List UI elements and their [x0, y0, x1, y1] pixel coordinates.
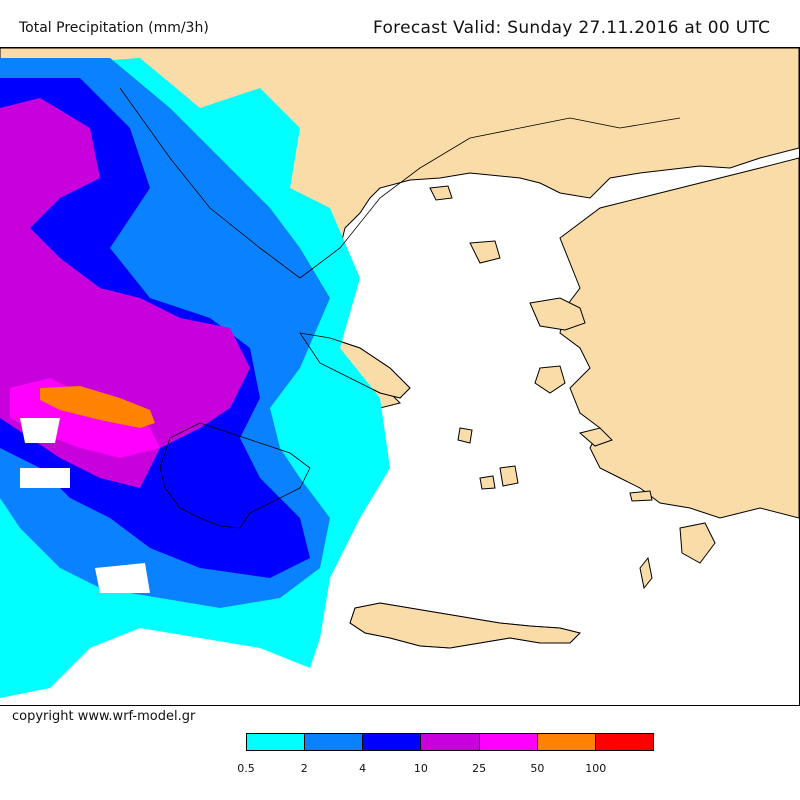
- precipitation-map: [0, 47, 800, 706]
- precip-gap-1: [20, 418, 60, 443]
- coast-euboea: [299, 332, 411, 399]
- legend-tick-label: 4: [359, 762, 367, 775]
- land-kos: [629, 490, 653, 502]
- land-karpathos: [639, 556, 653, 590]
- legend-swatch-1: [305, 734, 364, 750]
- land-rhodes: [679, 522, 716, 564]
- land-andros: [457, 427, 473, 444]
- legend-tick-label: 25: [472, 762, 487, 775]
- copyright-text: copyright www.wrf-model.gr: [12, 709, 196, 724]
- legend-swatch-0: [247, 734, 306, 750]
- border-lines: [119, 87, 681, 279]
- legend-swatch-5: [537, 734, 596, 750]
- precip-gap-3: [95, 563, 150, 593]
- coastline-layer: [119, 87, 681, 649]
- land-anatolia: [559, 157, 799, 519]
- precip-legend: [246, 733, 654, 751]
- land-samos: [578, 427, 613, 447]
- precip-band-50: [40, 386, 155, 428]
- land-crete: [349, 602, 581, 649]
- precip-gap-2: [20, 468, 70, 488]
- legend-swatch-4: [479, 734, 538, 750]
- chart-title: Total Precipitation (mm/3h): [19, 20, 209, 36]
- legend-tick-label: 2: [300, 762, 308, 775]
- legend-tick-label: 100: [585, 762, 607, 775]
- land-lesvos: [529, 297, 586, 331]
- land-lemnos: [469, 240, 501, 264]
- legend-ticks: 0.5 2 4 10 25 50 100: [0, 762, 800, 778]
- legend-swatch-2: [363, 734, 422, 750]
- forecast-valid-label: Forecast Valid: Sunday 27.11.2016 at 00 …: [373, 18, 771, 38]
- legend-tick-label: 50: [530, 762, 545, 775]
- coast-peloponnese: [159, 422, 311, 529]
- legend-tick-label: 10: [413, 762, 428, 775]
- legend-swatch-6: [595, 734, 653, 750]
- precip-layer: [0, 58, 390, 698]
- land-chios: [534, 365, 566, 394]
- coast-crete: [349, 602, 581, 649]
- legend-tick-label: 0.5: [237, 762, 255, 775]
- land-paros: [479, 475, 496, 490]
- legend-swatch-3: [421, 734, 480, 750]
- land-thasos: [429, 185, 453, 201]
- land-naxos: [499, 465, 519, 487]
